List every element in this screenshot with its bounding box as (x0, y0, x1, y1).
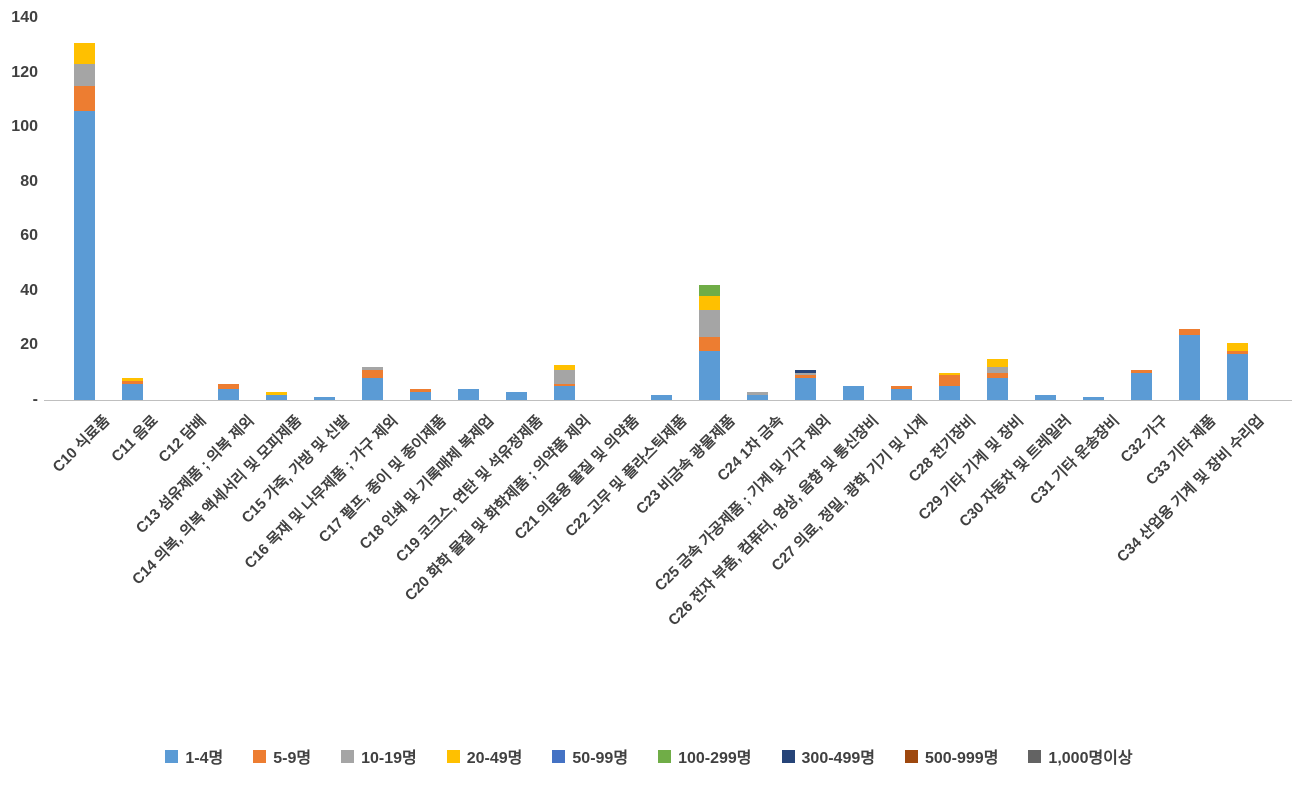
bar-segment (794, 369, 816, 373)
legend-label: 10-19명 (361, 750, 417, 767)
bar-segment (698, 285, 720, 297)
legend-item: 1,000명이상 (1028, 744, 1133, 768)
bar-segment (554, 383, 576, 387)
legend-label: 300-499명 (801, 750, 875, 767)
y-tick-label: 140 (11, 9, 38, 26)
legend-swatch-icon (781, 749, 795, 763)
legend-swatch-icon (253, 749, 267, 763)
bar-segment (265, 394, 287, 400)
legend-item: 5-9명 (253, 744, 311, 768)
bar-segment (1035, 394, 1057, 400)
bar-segment (313, 397, 335, 400)
legend-swatch-icon (904, 749, 918, 763)
legend-label: 1-4명 (185, 750, 224, 767)
y-tick-label: 120 (11, 63, 38, 81)
bar-segment (987, 372, 1009, 379)
legend-swatch-icon (552, 749, 566, 763)
y-tick-label: - (32, 391, 38, 408)
bar-segment (698, 296, 720, 310)
legend-swatch-icon (446, 749, 460, 763)
bar-segment (938, 386, 960, 400)
bar-segment (458, 389, 480, 400)
bar-segment (410, 389, 432, 392)
bar-segment (121, 378, 143, 381)
legend: 1-4명 5-9명 10-19명 20-49명 50-99명 100-299명 300-49… (0, 744, 1298, 768)
bar-segment (938, 372, 960, 376)
legend-item: 50-99명 (552, 744, 628, 768)
bar-segment (987, 378, 1009, 400)
bar-segment (1131, 372, 1153, 400)
bar-segment (794, 375, 816, 379)
legend-label: 50-99명 (572, 750, 629, 767)
legend-swatch-icon (658, 749, 672, 763)
bar-segment (362, 369, 384, 379)
x-axis-line (44, 400, 1292, 401)
y-tick-label: 100 (11, 118, 38, 136)
x-category-label: C11 음료 (107, 412, 162, 466)
y-tick-label: 80 (20, 172, 38, 190)
bar-segment (73, 42, 95, 65)
bar-segment (554, 369, 576, 384)
bar-segment (794, 378, 816, 400)
legend-label: 20-49명 (466, 750, 523, 767)
legend-item: 1-4명 (165, 744, 223, 768)
bar-segment (362, 378, 384, 400)
legend-swatch-icon (1028, 749, 1042, 763)
legend-label: 500-999명 (924, 750, 999, 767)
bar-segment (554, 386, 576, 400)
y-tick-label: 60 (20, 227, 38, 245)
legend-label: 100-299명 (678, 750, 752, 767)
bar-segment (554, 364, 576, 370)
y-tick-label: 40 (20, 281, 38, 299)
bar-segment (1179, 329, 1201, 335)
bar-segment (890, 389, 912, 400)
legend-item: 100-299명 (658, 744, 752, 768)
legend-item: 300-499명 (781, 744, 875, 768)
bar-segment (506, 391, 528, 400)
bar-segment (698, 350, 720, 400)
bar-segment (794, 372, 816, 376)
bar-segment (1179, 334, 1201, 400)
legend-item: 10-19명 (341, 744, 417, 768)
bar-segment (410, 391, 432, 400)
bar-segment (650, 394, 672, 400)
bar-segment (362, 367, 384, 370)
bar-segment (73, 110, 95, 400)
bar-segment (987, 367, 1009, 373)
bar-segment (73, 86, 95, 111)
bar-segment (698, 337, 720, 351)
bar-segment (217, 383, 239, 390)
bar-segment (890, 386, 912, 390)
bar-segment (1227, 350, 1249, 354)
bar-segment (1131, 369, 1153, 373)
bar-segment (217, 389, 239, 400)
legend-label: 5-9명 (273, 750, 312, 767)
bar-segment (698, 309, 720, 338)
legend-label: 1,000명이상 (1048, 750, 1133, 767)
bar-segment (746, 391, 768, 395)
legend-swatch-icon (165, 749, 179, 763)
bar-segment (746, 394, 768, 400)
bar-segment (1227, 342, 1249, 351)
bar-segment (987, 359, 1009, 368)
bar-segment (121, 380, 143, 384)
x-category-label: C10 식료품 (49, 412, 114, 476)
bar-segment (938, 375, 960, 387)
bar-segment (265, 391, 287, 395)
bar-segment (73, 64, 95, 87)
bar-segment (1227, 353, 1249, 400)
legend-swatch-icon (341, 749, 355, 763)
bar-segment (1083, 397, 1105, 400)
bar-segment (842, 386, 864, 400)
legend-item: 20-49명 (446, 744, 523, 768)
legend-item: 500-999명 (904, 744, 999, 768)
y-tick-label: 20 (20, 336, 38, 354)
bar-segment (121, 383, 143, 400)
